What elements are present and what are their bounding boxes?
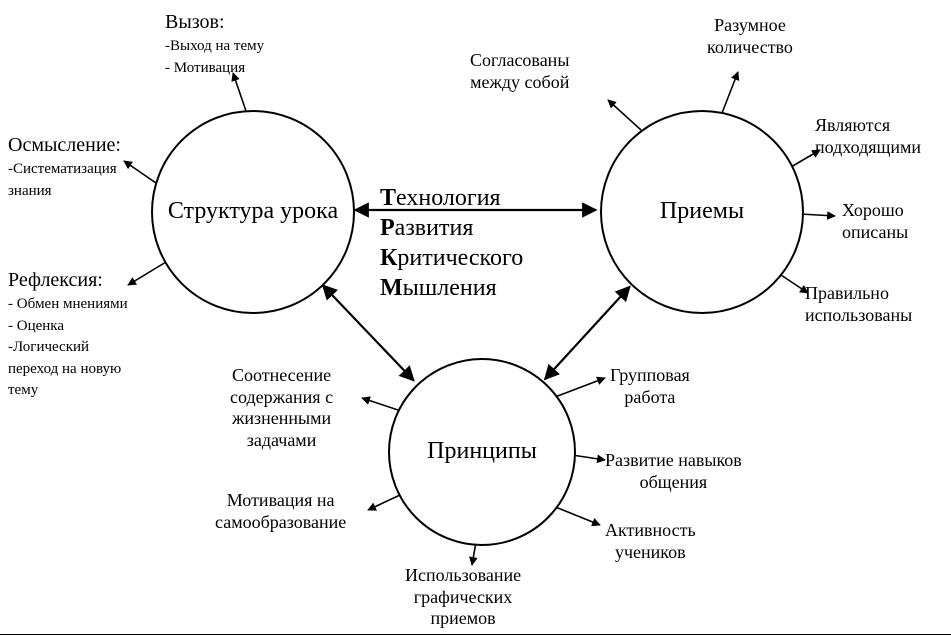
center-title: ТехнологияРазвитияКритическогоМышления	[380, 183, 523, 303]
label-reflection: Рефлексия: - Обмен мнениями - Оценка -Ло…	[8, 268, 128, 400]
label-communication-skills: Развитие навыков общения	[605, 450, 742, 493]
label-suitable: Являются подходящими	[815, 115, 921, 158]
node-structure: Структура урока	[151, 110, 355, 314]
label-graphic-methods: Использование графических приемов	[405, 565, 521, 630]
label-reasonable-amount: Разумное количество	[707, 15, 793, 58]
bottom-border	[0, 634, 951, 635]
label-self-education: Мотивация на самообразование	[215, 490, 346, 533]
label-group-work: Групповая работа	[610, 365, 690, 408]
label-challenge: Вызов: -Выход на тему - Мотивация	[165, 10, 264, 77]
label-well-described: Хорошо описаны	[842, 200, 908, 243]
label-correctly-used: Правильно использованы	[805, 283, 912, 326]
label-consistent: Согласованы между собой	[470, 50, 569, 93]
node-structure-label: Структура урока	[168, 198, 338, 226]
node-principles: Принципы	[388, 358, 576, 546]
label-life-tasks: Соотнесение содержания с жизненными зада…	[230, 365, 333, 451]
node-principles-label: Принципы	[427, 438, 537, 466]
diagram-stage: Структура урока Приемы Принципы Технолог…	[0, 0, 951, 636]
label-student-activity: Активность учеников	[605, 520, 696, 563]
node-methods-label: Приемы	[660, 198, 744, 226]
label-comprehension: Осмысление: -Систематизация знания	[8, 133, 121, 200]
node-methods: Приемы	[600, 110, 804, 314]
